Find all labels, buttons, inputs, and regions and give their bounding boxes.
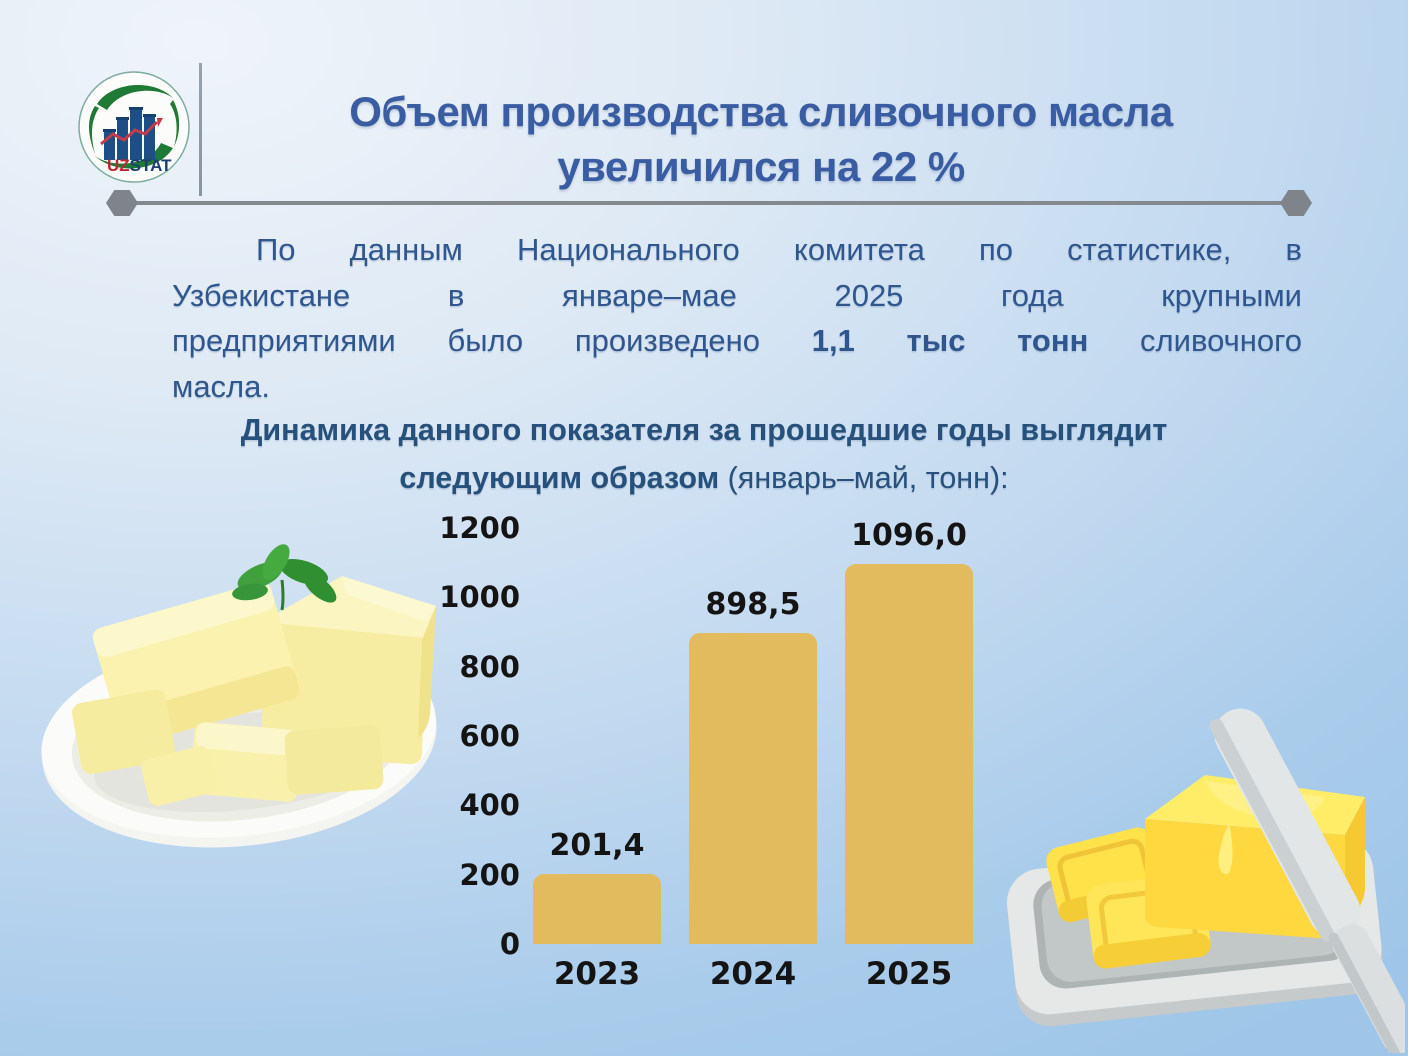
x-axis-label: 2023 bbox=[553, 956, 641, 992]
divider-hex-left bbox=[106, 190, 138, 216]
x-axis-label: 2025 bbox=[865, 956, 953, 992]
butter-block-right bbox=[262, 576, 436, 764]
y-tick-label: 800 bbox=[459, 649, 520, 684]
subtitle-line-1: Динамика данного показателя за прошедшие… bbox=[240, 413, 1168, 447]
logo-wordmark: UZSTAT bbox=[107, 156, 172, 175]
y-tick-label: 200 bbox=[459, 857, 520, 892]
logo-swoosh-top bbox=[97, 85, 173, 110]
bar-2025 bbox=[845, 564, 973, 944]
y-tick-label: 600 bbox=[459, 719, 520, 753]
butter-dish-illustration bbox=[1007, 708, 1405, 1053]
intro-line-1: По данным Национального комитета по стат… bbox=[256, 232, 1302, 267]
y-tick-label: 1200 bbox=[439, 511, 520, 545]
title-line-1: Объем производства сливочного масла bbox=[349, 88, 1173, 135]
butter-plate-photo bbox=[41, 544, 437, 848]
intro-bold-value: 1,1 тыс тонн bbox=[811, 323, 1089, 358]
intro-line-2: Узбекистане в январе–мае 2025 года крупн… bbox=[172, 277, 1302, 313]
intro-line-3: предприятиями было произведено 1,1 тыс т… bbox=[172, 323, 1303, 358]
title-divider bbox=[120, 201, 1292, 205]
logo-swoosh-bottom bbox=[95, 143, 173, 169]
subtitle-line-2: следующим образом (январь–май, тонн): bbox=[399, 461, 1009, 495]
y-tick-label: 400 bbox=[459, 788, 520, 823]
chart-yaxis: 0 200 400 600 800 1000 1200 bbox=[439, 511, 520, 961]
mint-sprig bbox=[232, 544, 337, 611]
bar-2023 bbox=[533, 874, 661, 944]
bar-value-label: 201,4 bbox=[549, 828, 645, 864]
x-axis-label: 2024 bbox=[709, 956, 797, 992]
chart-plot: 201,4 2023 898,5 2024 1096,0 2025 bbox=[533, 518, 973, 992]
y-tick-label: 0 bbox=[499, 927, 520, 961]
y-tick-label: 1000 bbox=[439, 580, 520, 615]
chart-subtitle: Динамика данного показателя за прошедшие… bbox=[144, 406, 1264, 502]
title-line-2: увеличился на 22 % bbox=[557, 143, 965, 190]
bar-chart: 0 200 400 600 800 1000 1200 201,4 2023 898,5 2024… bbox=[439, 511, 1005, 1002]
butter-chunks bbox=[72, 689, 384, 806]
butter-knife-icon bbox=[1209, 708, 1405, 1053]
page-title: Объем производства сливочного масла увел… bbox=[215, 84, 1307, 194]
intro-line-4: масла. bbox=[172, 368, 270, 404]
bar-value-label: 1096,0 bbox=[851, 518, 967, 554]
logo-trend-line bbox=[100, 120, 159, 146]
header-separator bbox=[199, 63, 202, 196]
uzstat-logo: UZSTAT bbox=[78, 71, 190, 183]
bar-value-label: 898,5 bbox=[705, 586, 801, 622]
bar-2024 bbox=[689, 632, 817, 944]
intro-paragraph: По данным Национального комитета по стат… bbox=[172, 227, 1302, 409]
